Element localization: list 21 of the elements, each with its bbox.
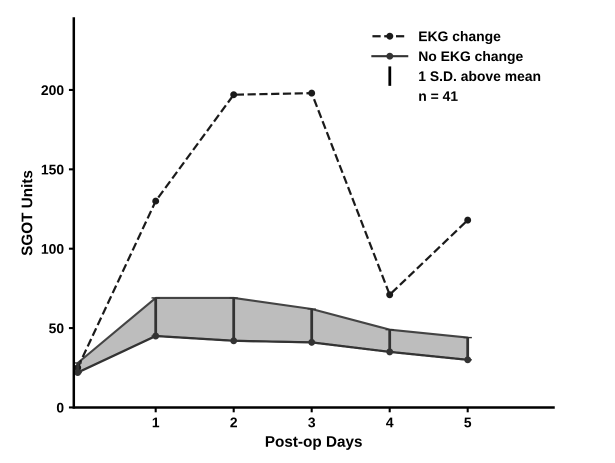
x-tick-label: 5 xyxy=(464,418,472,428)
point xyxy=(464,216,472,224)
x-tick-label: 2 xyxy=(230,418,238,428)
x-tick-label: 3 xyxy=(308,418,316,428)
point xyxy=(230,91,238,98)
y-tick-label: 100 xyxy=(42,244,64,254)
x-tick-label: 1 xyxy=(152,418,160,428)
point xyxy=(152,198,160,205)
point xyxy=(386,291,394,298)
annotation: n = 41 xyxy=(419,91,458,101)
x-tick-label: 4 xyxy=(386,418,394,428)
legend-label: No EKG change xyxy=(419,50,523,64)
y-tick-label: 0 xyxy=(56,402,64,413)
y-tick-label: 200 xyxy=(41,85,64,96)
x-axis-title: Post-op Days xyxy=(266,436,362,450)
y-tick-label: 50 xyxy=(49,323,64,334)
legend-label: EKG change xyxy=(419,31,500,44)
point xyxy=(308,90,316,97)
y-tick-label: 150 xyxy=(42,164,64,174)
y-axis-title: SGOT Units xyxy=(21,170,32,256)
annotation: 1 S.D. above mean xyxy=(419,70,540,82)
